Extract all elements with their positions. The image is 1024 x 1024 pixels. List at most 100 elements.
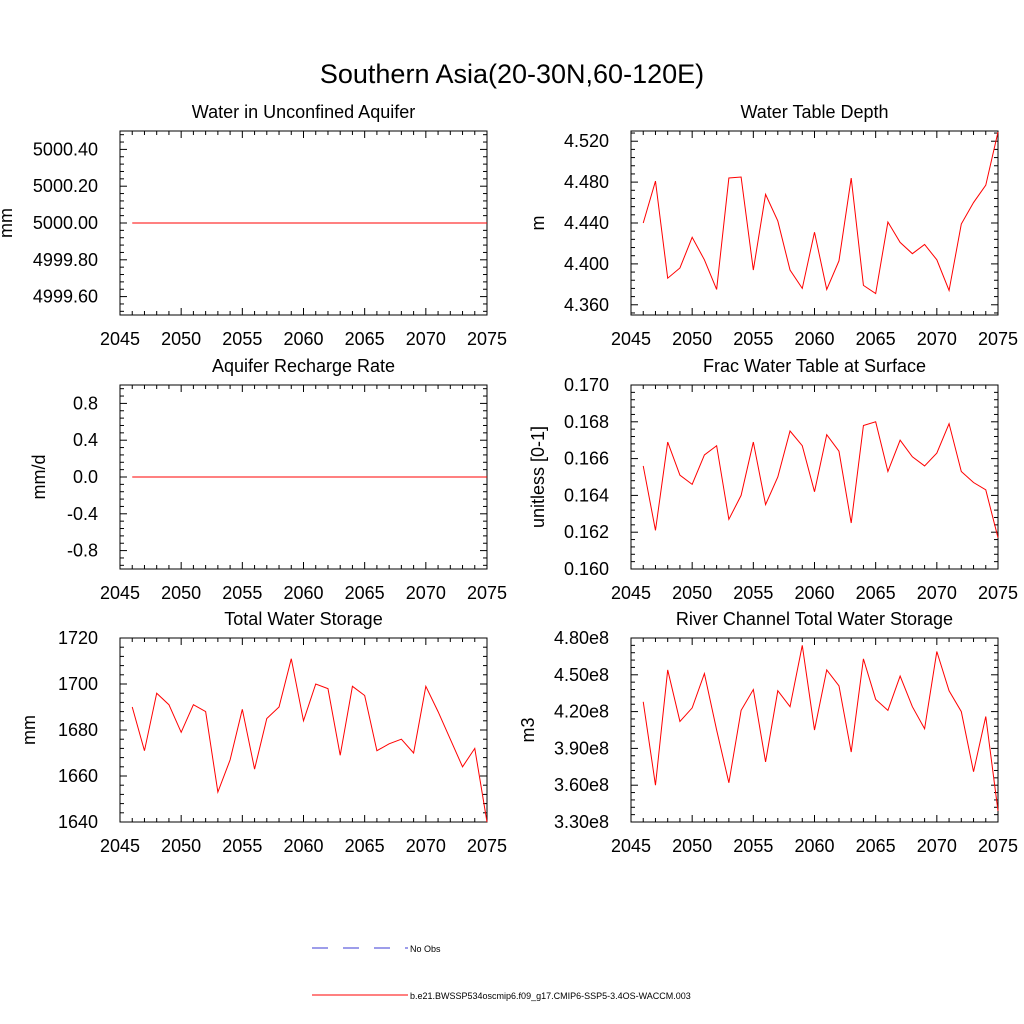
y-tick-label: 4999.60 bbox=[33, 287, 98, 307]
panel-6: River Channel Total Water Storage m3 2045 2… bbox=[518, 609, 1018, 856]
y-tick-label: 0.164 bbox=[564, 485, 609, 505]
x-tick-label: 2055 bbox=[733, 836, 773, 856]
x-tick-label: 2070 bbox=[406, 836, 446, 856]
x-tick-label: 2055 bbox=[222, 583, 262, 603]
legend-label: No Obs bbox=[410, 944, 441, 954]
y-tick-label: 4.440 bbox=[564, 213, 609, 233]
y-tick-label: 0.162 bbox=[564, 522, 609, 542]
y-tick-label: 0.160 bbox=[564, 559, 609, 579]
y-tick-label: 4.400 bbox=[564, 254, 609, 274]
x-tick-label: 2070 bbox=[406, 583, 446, 603]
panel-5: Total Water Storage mm 2045 2050 2055 2060 206… bbox=[19, 609, 507, 856]
x-tick-label: 2055 bbox=[733, 329, 773, 349]
y-tick-label: 5000.40 bbox=[33, 139, 98, 159]
panel-3: Aquifer Recharge Rate mm/d 2045 2050 2055 206… bbox=[29, 356, 507, 603]
y-tick-label: 3.90e8 bbox=[554, 738, 609, 758]
y-tick-label: 3.30e8 bbox=[554, 812, 609, 832]
y-tick-label: 0.4 bbox=[73, 430, 98, 450]
plot-frame bbox=[630, 384, 999, 570]
panels: Water in Unconfined Aquifer mm 2045 2050 205… bbox=[0, 102, 1018, 856]
legend-entry-case: b.e21.BWSSP534oscmip6.f09_g17.CMIP6-SSP5… bbox=[312, 991, 691, 1001]
x-tick-label: 2050 bbox=[672, 329, 712, 349]
y-tick-label: 0.170 bbox=[564, 375, 609, 395]
y-tick-label: 1700 bbox=[58, 674, 98, 694]
x-tick-label: 2070 bbox=[917, 329, 957, 349]
x-tick-label: 2045 bbox=[611, 329, 651, 349]
figure-title: Southern Asia(20-30N,60-120E) bbox=[320, 59, 704, 89]
series-line bbox=[642, 421, 999, 538]
y-tick-label: 4999.80 bbox=[33, 250, 98, 270]
x-tick-label: 2045 bbox=[611, 583, 651, 603]
y-tick-label: 4.80e8 bbox=[554, 628, 609, 648]
x-tick-label: 2050 bbox=[672, 583, 712, 603]
plot-frame bbox=[630, 130, 999, 316]
x-tick-label: 2045 bbox=[100, 583, 140, 603]
legend: No Obs b.e21.BWSSP534oscmip6.f09_g17.CMIP… bbox=[312, 944, 691, 1001]
x-tick-label: 2050 bbox=[161, 329, 201, 349]
y-tick-label: -0.8 bbox=[67, 541, 98, 561]
x-tick-label: 2065 bbox=[345, 583, 385, 603]
x-tick-label: 2075 bbox=[978, 329, 1018, 349]
y-tick-label: 4.50e8 bbox=[554, 665, 609, 685]
y-tick-label: -0.4 bbox=[67, 504, 98, 524]
y-axis-label: mm bbox=[0, 208, 16, 238]
x-tick-label: 2060 bbox=[283, 329, 323, 349]
panel-2: Water Table Depth m 2045 2050 2055 2060 2065 20… bbox=[528, 102, 1018, 349]
panel-title: Frac Water Table at Surface bbox=[703, 356, 926, 376]
x-tick-label: 2045 bbox=[100, 329, 140, 349]
x-tick-label: 2050 bbox=[672, 836, 712, 856]
y-tick-label: 4.20e8 bbox=[554, 702, 609, 722]
x-tick-label: 2060 bbox=[283, 836, 323, 856]
x-tick-label: 2070 bbox=[406, 329, 446, 349]
series-line bbox=[131, 658, 488, 823]
x-tick-label: 2075 bbox=[467, 583, 507, 603]
x-tick-label: 2060 bbox=[794, 329, 834, 349]
legend-entry-no-obs: No Obs bbox=[312, 944, 441, 954]
x-tick-label: 2050 bbox=[161, 836, 201, 856]
legend-label: b.e21.BWSSP534oscmip6.f09_g17.CMIP6-SSP5… bbox=[410, 991, 691, 1001]
y-tick-label: 1660 bbox=[58, 766, 98, 786]
y-axis-label: m bbox=[528, 216, 548, 231]
x-tick-label: 2045 bbox=[100, 836, 140, 856]
x-tick-label: 2070 bbox=[917, 836, 957, 856]
x-tick-label: 2045 bbox=[611, 836, 651, 856]
series-line bbox=[642, 645, 999, 812]
y-tick-label: 1680 bbox=[58, 720, 98, 740]
y-tick-label: 0.8 bbox=[73, 393, 98, 413]
series-line bbox=[642, 131, 999, 295]
x-tick-label: 2065 bbox=[856, 583, 896, 603]
x-tick-label: 2065 bbox=[345, 329, 385, 349]
x-tick-label: 2075 bbox=[467, 836, 507, 856]
panel-title: River Channel Total Water Storage bbox=[676, 609, 953, 629]
x-tick-label: 2070 bbox=[917, 583, 957, 603]
x-tick-label: 2050 bbox=[161, 583, 201, 603]
y-axis-label: mm/d bbox=[29, 455, 49, 500]
y-tick-label: 0.168 bbox=[564, 412, 609, 432]
panel-title: Water in Unconfined Aquifer bbox=[192, 102, 415, 122]
y-axis-label: mm bbox=[19, 715, 39, 745]
x-tick-label: 2060 bbox=[794, 583, 834, 603]
x-tick-label: 2075 bbox=[978, 836, 1018, 856]
x-tick-label: 2060 bbox=[283, 583, 323, 603]
panel-title: Water Table Depth bbox=[740, 102, 888, 122]
y-tick-label: 5000.20 bbox=[33, 176, 98, 196]
x-tick-label: 2055 bbox=[733, 583, 773, 603]
y-tick-label: 0.0 bbox=[73, 467, 98, 487]
x-tick-label: 2055 bbox=[222, 836, 262, 856]
y-tick-label: 4.480 bbox=[564, 172, 609, 192]
y-tick-label: 3.60e8 bbox=[554, 775, 609, 795]
y-tick-label: 4.520 bbox=[564, 131, 609, 151]
x-tick-label: 2075 bbox=[467, 329, 507, 349]
x-tick-label: 2065 bbox=[345, 836, 385, 856]
y-tick-label: 1720 bbox=[58, 628, 98, 648]
y-axis-label: unitless [0-1] bbox=[528, 426, 548, 528]
y-tick-label: 1640 bbox=[58, 812, 98, 832]
panel-title: Total Water Storage bbox=[224, 609, 382, 629]
x-tick-label: 2055 bbox=[222, 329, 262, 349]
plot-frame bbox=[119, 637, 488, 823]
x-tick-label: 2075 bbox=[978, 583, 1018, 603]
x-tick-label: 2065 bbox=[856, 329, 896, 349]
panel-4: Frac Water Table at Surface unitless [0-1… bbox=[528, 356, 1018, 603]
x-tick-label: 2065 bbox=[856, 836, 896, 856]
